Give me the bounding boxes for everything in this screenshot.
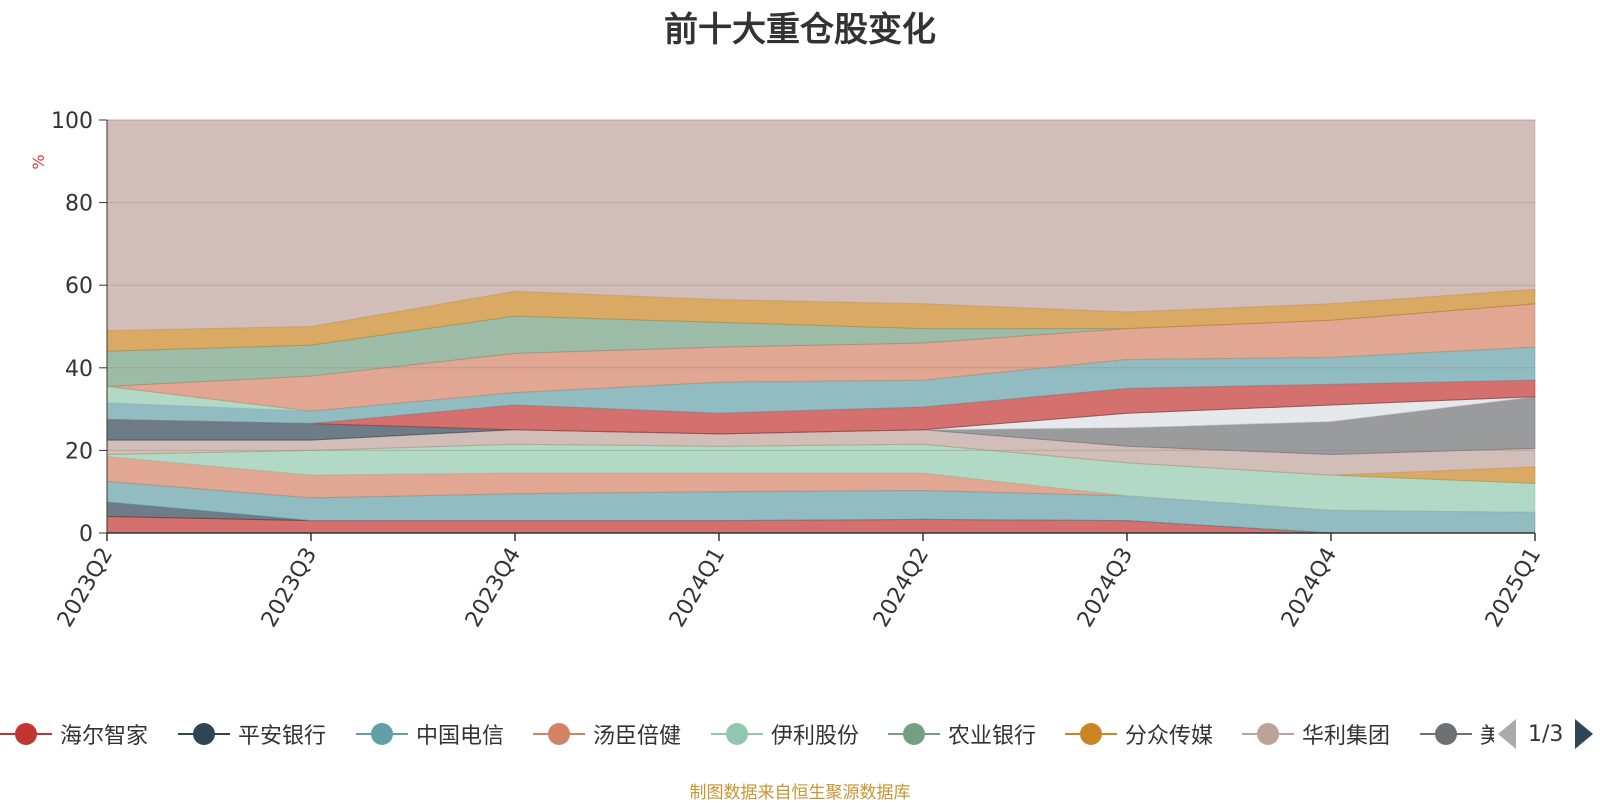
legend-page-indicator: 1/3	[1528, 721, 1564, 747]
y-tick-label: 0	[79, 522, 93, 547]
legend-prev-arrow-icon[interactable]	[1498, 719, 1516, 749]
legend-marker-icon	[178, 719, 230, 749]
y-tick-label: 20	[65, 439, 93, 464]
legend-marker-icon	[533, 719, 585, 749]
legend-marker-icon	[1065, 719, 1117, 749]
legend-next-arrow-icon[interactable]	[1575, 719, 1594, 749]
x-tick-label: 2023Q3	[257, 544, 322, 632]
legend-marker-dot	[193, 723, 215, 745]
legend-marker-icon	[1420, 719, 1472, 749]
legend-item[interactable]: 华利集团	[1242, 704, 1390, 764]
legend-item[interactable]: 美	[1420, 704, 1502, 764]
x-tick-label: 2024Q4	[1277, 544, 1342, 632]
legend-label: 汤臣倍健	[593, 724, 682, 749]
x-tick-label: 2024Q2	[869, 544, 934, 632]
legend-label: 华利集团	[1302, 724, 1391, 749]
legend-label: 伊利股份	[771, 724, 860, 749]
legend-item[interactable]: 伊利股份	[711, 704, 859, 764]
legend-label: 海尔智家	[60, 724, 149, 749]
legend-item[interactable]: 分众传媒	[1065, 704, 1213, 764]
source-note: 制图数据来自恒生聚源数据库	[689, 783, 911, 803]
legend-marker-icon	[356, 719, 408, 749]
y-axis-label: %	[29, 154, 48, 169]
legend-marker-dot	[371, 723, 393, 745]
y-tick-label: 60	[65, 274, 93, 299]
legend-marker-dot	[1080, 723, 1102, 745]
legend-marker-icon	[1242, 719, 1294, 749]
legend-marker-dot	[548, 723, 570, 745]
x-tick-label: 2023Q2	[53, 544, 118, 632]
x-tick-label: 2024Q1	[665, 544, 730, 632]
chart-title: 前十大重仓股变化	[664, 10, 936, 50]
legend-label: 分众传媒	[1125, 724, 1214, 749]
legend-marker-icon	[888, 719, 940, 749]
legend-marker-dot	[1435, 723, 1457, 745]
legend-item[interactable]: 海尔智家	[0, 704, 148, 764]
legend-pager: 1/3	[1494, 704, 1600, 764]
y-tick-label: 100	[51, 109, 93, 134]
legend-label: 平安银行	[238, 724, 327, 749]
legend-marker-icon	[711, 719, 763, 749]
legend-label: 中国电信	[416, 724, 505, 749]
y-tick-label: 40	[65, 357, 93, 382]
x-tick-label: 2024Q3	[1073, 544, 1138, 632]
x-tick-label: 2023Q4	[461, 544, 526, 632]
legend-label: 农业银行	[948, 724, 1037, 749]
legend: 海尔智家 平安银行 中国电信 汤臣倍健 伊利股份 农业银行 分众传媒 华利集团 美	[0, 704, 1600, 764]
legend-marker-icon	[0, 719, 52, 749]
legend-item[interactable]: 平安银行	[178, 704, 326, 764]
legend-marker-dot	[726, 723, 748, 745]
legend-marker-dot	[903, 723, 925, 745]
legend-item[interactable]: 汤臣倍健	[533, 704, 681, 764]
legend-item[interactable]: 中国电信	[356, 704, 504, 764]
legend-marker-dot	[1257, 723, 1279, 745]
area-layer-16	[106, 119, 1536, 332]
legend-item[interactable]: 农业银行	[888, 704, 1036, 764]
x-tick-label: 2025Q1	[1481, 544, 1546, 632]
legend-marker-dot	[15, 723, 37, 745]
y-tick-label: 80	[65, 192, 93, 217]
